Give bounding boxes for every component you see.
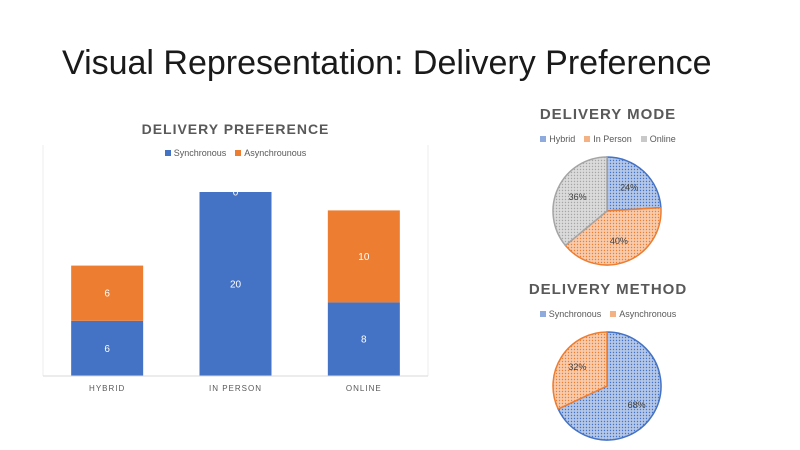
- legend-label-in-person: In Person: [593, 134, 632, 144]
- legend-swatch-in-person: [584, 136, 591, 142]
- mode-pie-title: DELIVERY MODE: [539, 106, 677, 123]
- bar-chart: 6 6 HYBRID 20 0 IN PERSON 8 10 ONLINE: [42, 145, 429, 393]
- legend-label-hybrid: Hybrid: [549, 134, 576, 144]
- data-label-synchronous-1: 20: [230, 280, 242, 291]
- data-label-synchronous-0: 6: [104, 344, 110, 355]
- data-label-asynchrounous-2: 10: [358, 252, 370, 263]
- legend-item-online: Online: [640, 134, 676, 144]
- x-tick-label-2: ONLINE: [346, 384, 382, 393]
- legend-swatch-asynchronous-method: [610, 311, 617, 317]
- method-pie-legend: Synchronous Asynchronous: [508, 309, 708, 319]
- bar-asynchrounous-2: [327, 210, 400, 303]
- legend-swatch-synchronous-method: [539, 311, 546, 317]
- legend-item-hybrid: Hybrid: [540, 134, 575, 144]
- bar-synchronous-0: [71, 320, 144, 376]
- bar-chart-legend: Synchronous Asynchrounous: [43, 148, 428, 158]
- legend-label-online: Online: [649, 134, 676, 144]
- slide-title: Visual Representation: Delivery Preferen…: [62, 44, 712, 82]
- legend-swatch-synchronous: [164, 150, 171, 156]
- legend-item-synchronous: Synchronous: [164, 148, 227, 158]
- bar-chart-title: DELIVERY PREFERENCE: [141, 121, 330, 137]
- pie-slice-asynchronous: [552, 331, 608, 410]
- method-pie-chart: 68% 32%: [552, 331, 662, 441]
- mode-pie-legend: Hybrid In Person Online: [508, 134, 708, 144]
- legend-label-synchronous-method: Synchronous: [548, 309, 602, 319]
- legend-swatch-asynchronous: [235, 150, 242, 156]
- legend-item-in-person: In Person: [584, 134, 632, 144]
- pie-slice-online: [552, 156, 608, 247]
- legend-label-asynchronous: Asynchrounous: [244, 148, 307, 158]
- pie-slice-in-person: [564, 206, 662, 266]
- pie-label-synchronous: 68%: [628, 400, 646, 410]
- pie-label-in-person: 40%: [610, 236, 628, 246]
- legend-item-asynchronous-method: Asynchronous: [610, 309, 676, 319]
- bar-synchronous-2: [327, 302, 400, 376]
- legend-item-asynchronous: Asynchrounous: [235, 148, 306, 158]
- legend-swatch-hybrid: [540, 136, 547, 142]
- x-tick-label-0: HYBRID: [89, 384, 125, 393]
- method-pie-title: DELIVERY METHOD: [528, 281, 688, 298]
- bar-synchronous-1: [199, 192, 272, 376]
- data-label-asynchrounous-1: 0: [233, 188, 239, 199]
- pie-slice-hybrid: [606, 156, 662, 212]
- pie-slice-synchronous: [557, 331, 662, 441]
- data-label-asynchrounous-0: 6: [104, 289, 110, 300]
- pie-label-asynchronous: 32%: [568, 362, 586, 372]
- x-tick-label-1: IN PERSON: [209, 384, 262, 393]
- mode-pie-chart: 24% 40% 36%: [552, 156, 662, 266]
- legend-item-synchronous-method: Synchronous: [539, 309, 602, 319]
- legend-label-asynchronous-method: Asynchronous: [619, 309, 677, 319]
- legend-label-synchronous: Synchronous: [173, 148, 227, 158]
- data-label-synchronous-2: 8: [361, 335, 367, 346]
- pie-label-hybrid: 24%: [620, 182, 638, 192]
- pie-label-online: 36%: [569, 192, 587, 202]
- bar-asynchrounous-0: [71, 265, 144, 321]
- legend-swatch-online: [640, 136, 647, 142]
